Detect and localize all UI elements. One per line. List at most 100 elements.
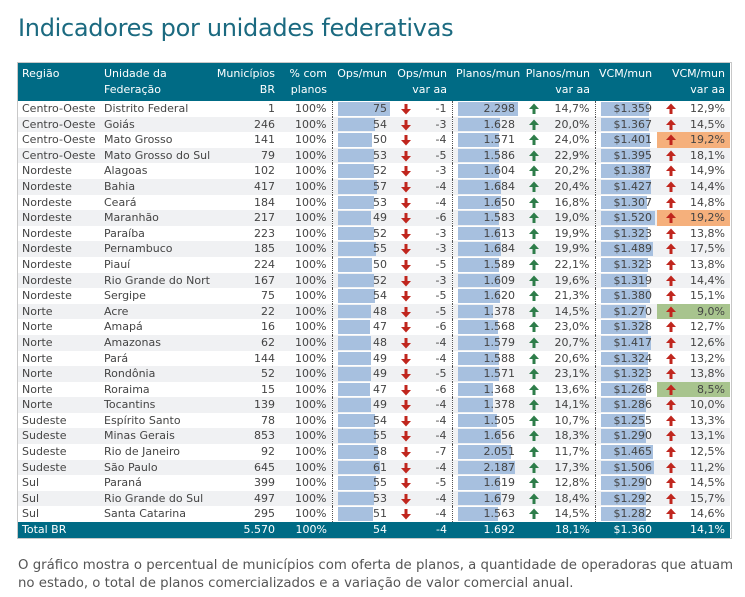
arrow-up-icon <box>665 399 677 411</box>
cell-planos-var: 20,2% <box>520 163 595 179</box>
cell-pct-planos: 100% <box>280 366 332 382</box>
column-header-pct-planos[interactable]: % com planos <box>280 63 332 101</box>
cell-planos-var: 18,4% <box>520 490 595 507</box>
column-header-ops-mun[interactable]: Ops/mun <box>332 63 392 101</box>
arrow-up-icon <box>528 290 540 302</box>
cell-vcm-var: 18,1% <box>657 147 730 164</box>
cell-pct-planos: 100% <box>280 210 332 226</box>
cell-value: Goiás <box>104 117 135 131</box>
cell-ops-mun: 53 <box>331 147 392 164</box>
arrow-down-icon <box>400 353 412 365</box>
cell-uf: Acre <box>100 303 210 320</box>
cell-uf: Roraima <box>100 381 210 398</box>
cell-municipios: 75 <box>210 288 280 304</box>
cell-value: 54 <box>373 523 387 537</box>
cell-value: -4 <box>435 460 447 474</box>
arrow-up-icon <box>665 430 677 442</box>
arrow-up-icon <box>665 321 677 333</box>
cell-value: Nordeste <box>22 242 72 256</box>
column-header-regiao[interactable]: Região <box>18 63 100 101</box>
data-bar <box>337 242 376 256</box>
column-header-ops-var[interactable]: Ops/mun var aa <box>392 63 452 101</box>
cell-value: -4 <box>435 351 447 365</box>
cell-pct-planos: 100% <box>280 225 332 242</box>
cell-value: 12,7% <box>690 320 725 334</box>
cell-value: $1.506 <box>613 460 653 474</box>
cell-value: 53 <box>373 195 387 209</box>
cell-ops-var: -3 <box>392 241 452 257</box>
arrow-up-icon <box>528 306 540 318</box>
cell-uf: Distrito Federal <box>100 101 210 117</box>
cell-value: $1.268 <box>613 382 653 396</box>
total-row: Total BR 5.570 100% 54 -4 1.692 18,1% $1.360 14,… <box>18 522 730 539</box>
cell-ops-mun: 53 <box>331 194 392 211</box>
data-bar <box>600 117 650 132</box>
column-header-municipios[interactable]: Municípios BR <box>210 63 280 101</box>
cell-value: 100% <box>295 226 327 240</box>
data-bar <box>457 413 497 428</box>
cell-value: Sudeste <box>22 429 67 443</box>
cell-value: 100% <box>295 320 327 334</box>
cell-value: -3 <box>435 273 447 287</box>
cell-uf: Santa Catarina <box>100 506 210 523</box>
data-bar <box>600 320 648 334</box>
column-header-vcm-mun[interactable]: VCM/mun <box>595 63 657 101</box>
cell-value: $1.489 <box>613 242 653 256</box>
cell-uf: Mato Grosso <box>100 132 210 148</box>
cell-planos-mun: 1.583 <box>451 210 520 226</box>
cell-uf: Espírito Santo <box>100 412 210 429</box>
cell-uf: São Paulo <box>100 459 210 476</box>
cell-value: 1.620 <box>483 289 516 303</box>
cell-value: 19,2% <box>690 133 725 147</box>
cell-planos-mun: 1.589 <box>451 256 520 273</box>
arrow-up-icon <box>528 150 540 162</box>
data-bar <box>457 257 499 272</box>
cell-value: 100% <box>295 507 327 521</box>
table-row: Sudeste São Paulo 645 100% 61 -4 2.187 17,3% $1.… <box>18 459 730 476</box>
cell-value: 1.589 <box>483 257 516 271</box>
cell-planos-mun: 1.588 <box>451 350 520 367</box>
column-header-vcm-var[interactable]: VCM/mun var aa <box>657 63 730 101</box>
cell-value: 100% <box>295 289 327 303</box>
cell-value: $1.290 <box>613 476 653 490</box>
arrow-down-icon <box>400 477 412 489</box>
cell-planos-var: 17,3% <box>520 459 595 476</box>
data-bar <box>600 226 648 241</box>
cell-uf: Sergipe <box>100 288 210 304</box>
arrow-up-icon <box>665 243 677 255</box>
column-header-uf[interactable]: Unidade da Federação <box>100 63 210 101</box>
data-bar <box>600 133 651 147</box>
cell-value: -5 <box>435 148 447 162</box>
cell-planos-mun: 1.650 <box>451 194 520 211</box>
table-row: Norte Roraima 15 100% 47 -6 1.368 13,6% $1.268 8,… <box>18 381 730 398</box>
cell-value: Centro-Oeste <box>22 102 96 115</box>
cell-value: Sul <box>22 491 40 505</box>
cell-value: 224 <box>254 257 275 271</box>
cell-ops-var: -4 <box>392 412 452 429</box>
cell-value: 1.583 <box>483 211 516 225</box>
arrow-down-icon <box>400 415 412 427</box>
cell-planos-var: 19,9% <box>520 241 595 257</box>
column-header-planos-mun[interactable]: Planos/mun <box>452 63 520 101</box>
data-bar <box>337 429 376 444</box>
cell-value: 52 <box>373 226 387 240</box>
cell-value: Tocantins <box>104 398 156 412</box>
cell-value: -5 <box>435 304 447 318</box>
cell-value: -4 <box>435 179 447 193</box>
cell-ops-var: -4 <box>392 350 452 367</box>
cell-ops-var: -4 <box>392 178 452 195</box>
column-header-planos-var[interactable]: Planos/mun var aa <box>520 63 595 101</box>
table-row: Centro-Oeste Mato Grosso do Sul 79 100% 53 -5… <box>18 147 730 164</box>
cell-municipios: 5.570 <box>210 522 280 539</box>
cell-value: 1.378 <box>483 304 516 318</box>
cell-planos-mun: 1.628 <box>451 116 520 133</box>
cell-value: 246 <box>254 117 275 131</box>
cell-municipios: 224 <box>210 256 280 273</box>
cell-vcm-mun: $1.323 <box>594 256 657 273</box>
cell-value: Acre <box>104 304 129 318</box>
cell-planos-var: 19,6% <box>520 272 595 289</box>
data-bar <box>600 102 649 116</box>
table-row: Sul Santa Catarina 295 100% 51 -4 1.563 14,5% $1… <box>18 506 730 523</box>
cell-value: 62 <box>261 335 275 349</box>
cell-pct-planos: 100% <box>280 194 332 211</box>
